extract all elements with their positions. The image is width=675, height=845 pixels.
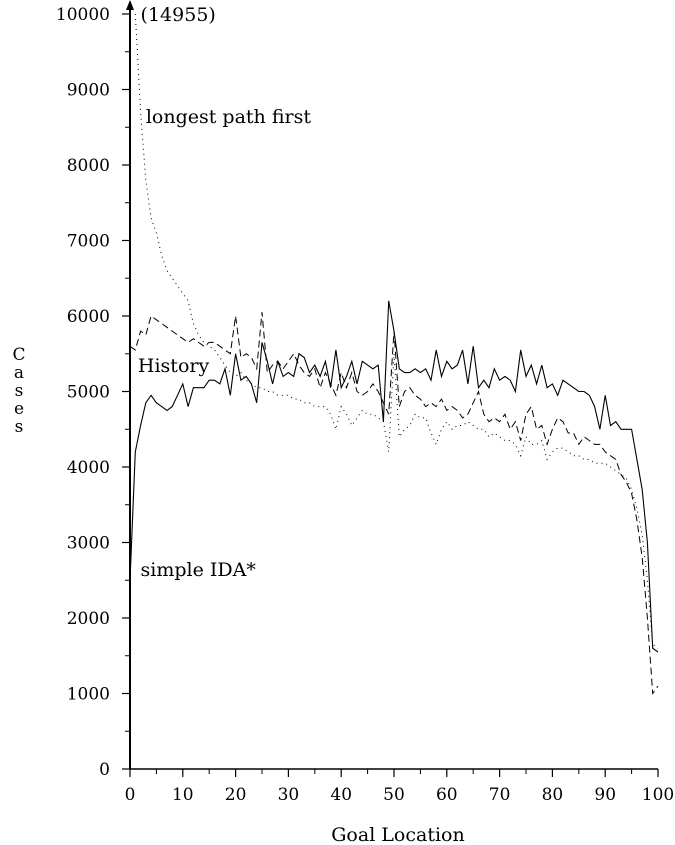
y-tick-label: 4000 <box>67 458 110 478</box>
y-axis-title-letter: a <box>14 363 24 383</box>
x-axis-title: Goal Location <box>331 824 464 845</box>
x-tick-label: 0 <box>125 785 136 805</box>
x-tick-label: 60 <box>436 785 458 805</box>
y-tick-label: 8000 <box>67 156 110 176</box>
y-axis-title-letter: s <box>15 381 24 401</box>
x-tick-label: 90 <box>594 785 616 805</box>
y-tick-label: 5000 <box>67 383 110 403</box>
annotation-label: History <box>138 355 210 377</box>
y-tick-label: 7000 <box>67 232 110 252</box>
annotation-label: simple IDA* <box>141 559 257 581</box>
x-tick-label: 40 <box>330 785 352 805</box>
ticks-layer: 0 10 20 30 40 50 60 70 80 90 100010002000300040005… <box>56 5 674 805</box>
y-axis-arrow-icon <box>126 0 134 10</box>
y-tick-label: 6000 <box>67 307 110 327</box>
x-tick-label: 20 <box>225 785 247 805</box>
series-line-solid <box>129 300 659 653</box>
y-tick-label: 2000 <box>67 609 110 629</box>
y-axis-title-letter: s <box>15 417 24 437</box>
y-tick-label: 9000 <box>67 81 110 101</box>
x-tick-label: 100 <box>642 785 674 805</box>
y-tick-label: 1000 <box>67 685 110 705</box>
annotations-layer: (14955) longest path first History simple I… <box>138 4 311 581</box>
x-tick-label: 70 <box>489 785 511 805</box>
x-tick-label: 10 <box>172 785 194 805</box>
x-tick-label: 50 <box>383 785 405 805</box>
y-axis-title-letter: C <box>12 345 25 365</box>
y-tick-label: 0 <box>99 760 110 780</box>
y-tick-label: 3000 <box>67 534 110 554</box>
y-tick-label: 10000 <box>56 5 110 25</box>
annotation-label: (14955) <box>141 4 216 26</box>
annotation-label: longest path first <box>146 106 311 128</box>
series-layer <box>129 13 659 695</box>
x-tick-label: 30 <box>278 785 300 805</box>
x-tick-label: 80 <box>542 785 564 805</box>
y-axis-title-letter: e <box>14 399 24 419</box>
